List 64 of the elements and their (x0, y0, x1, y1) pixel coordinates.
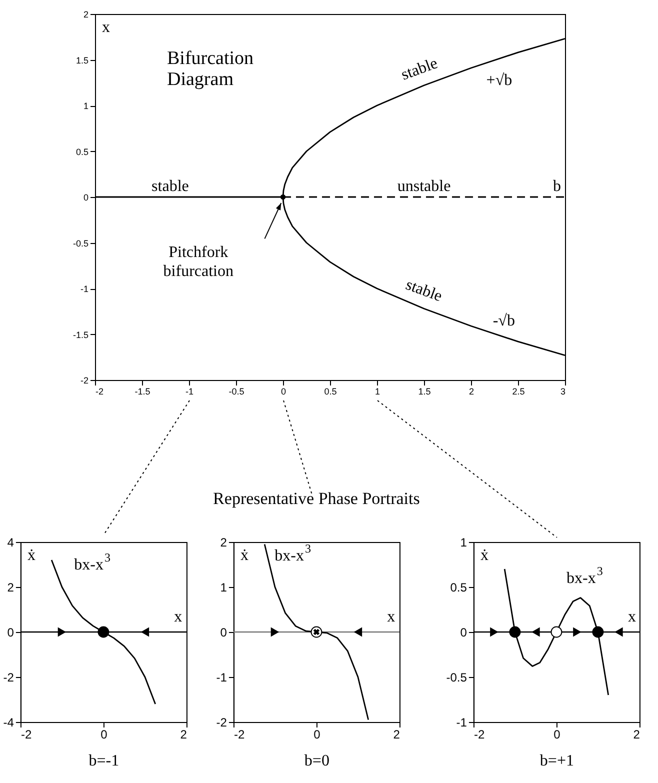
y-tick-label: -1.5 (72, 330, 88, 340)
annotation: unstable (397, 178, 451, 196)
y-tick-label: -1 (456, 716, 468, 730)
annotation: stable (399, 55, 440, 84)
annotation: x (387, 608, 396, 626)
y-tick-label: 1 (220, 580, 228, 594)
x-tick-label: 2 (393, 728, 400, 742)
x-tick-label: -1.5 (134, 386, 150, 396)
y-tick-label: 2 (7, 580, 14, 594)
x-tick-label: 2.5 (512, 386, 525, 396)
x-tick-label: -2 (20, 728, 32, 742)
x-tick-label: 1 (374, 386, 380, 396)
y-tick-label: 2 (83, 10, 88, 20)
y-tick-label: 0 (83, 192, 88, 202)
annotation: Pitchfork bifurcation (163, 244, 234, 280)
annotation: x (174, 608, 182, 626)
x-tick-label: -0.5 (228, 386, 244, 396)
text: Bifurcation Diagram (167, 48, 254, 90)
annotation: stable (403, 276, 444, 306)
x-tick-label: 0 (100, 728, 108, 742)
y-tick-label: -2 (216, 716, 228, 730)
y-tick-label: 4 (7, 536, 14, 550)
x-tick-label: 2 (180, 728, 188, 742)
y-tick-label: -1 (80, 284, 88, 294)
x-axis-title: b=+1 (540, 752, 574, 770)
y-axis-title: ẋ (240, 547, 248, 564)
x-tick-label: -1 (185, 386, 194, 396)
x-tick-label: 1.5 (418, 386, 431, 396)
x-tick-label: 2 (633, 728, 640, 742)
x-tick-label: 0 (280, 386, 286, 396)
annotation: x (628, 608, 636, 626)
y-tick-label: -2 (3, 670, 14, 684)
x-tick-label: 0 (554, 728, 561, 742)
y-axis-title: x (102, 19, 110, 36)
x-tick-label: 3 (560, 386, 566, 396)
y-tick-label: 2 (220, 536, 228, 550)
x-axis-title: b=0 (304, 752, 330, 770)
x-tick-label: 0.5 (324, 386, 337, 396)
annotation: -√b (492, 312, 515, 330)
y-tick-label: -0.5 (72, 238, 88, 248)
x-axis-title: b=-1 (88, 752, 120, 770)
y-tick-label: -2 (80, 376, 88, 386)
y-tick-label: 0.5 (450, 580, 468, 594)
y-tick-label: -4 (3, 716, 14, 730)
y-tick-label: 1.5 (76, 55, 88, 66)
x-tick-label: 0 (314, 728, 321, 742)
annotation: +√b (486, 72, 512, 89)
y-axis-title: ẋ (27, 547, 36, 564)
y-tick-label: 1 (460, 536, 468, 550)
y-tick-label: 0 (220, 626, 228, 640)
annotation: stable (152, 178, 189, 196)
x-tick-label: -2 (96, 386, 104, 396)
y-tick-label: -1 (216, 670, 228, 684)
chart-title: Representative Phase Portraits (213, 489, 420, 508)
y-tick-label: 1 (83, 101, 88, 111)
y-tick-label: 0 (460, 626, 468, 640)
y-tick-label: -0.5 (446, 670, 468, 684)
x-tick-label: -2 (474, 728, 485, 742)
y-axis-title: ẋ (480, 547, 488, 564)
x-axis-title: b (553, 178, 561, 195)
x-tick-label: 2 (468, 386, 474, 396)
y-tick-label: 0.5 (76, 146, 88, 157)
x-tick-label: -2 (234, 728, 245, 742)
y-tick-label: 0 (7, 626, 14, 640)
